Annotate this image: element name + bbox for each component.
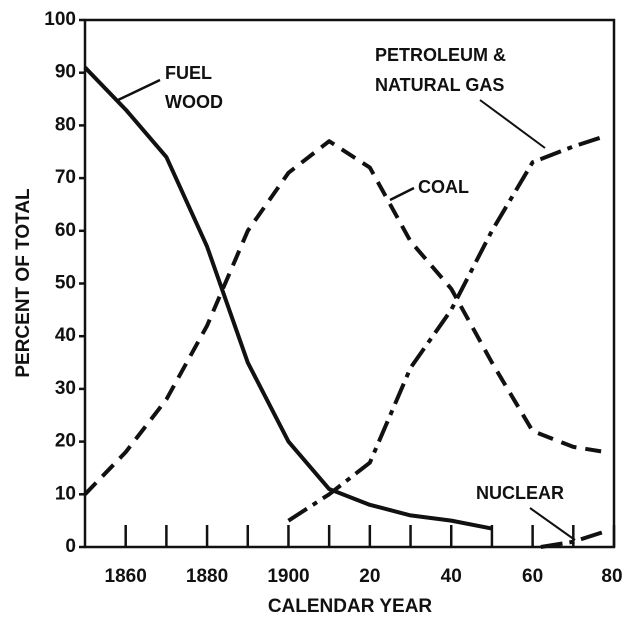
x-axis-label: CALENDAR YEAR: [268, 596, 433, 617]
x-tick-label: 40: [441, 566, 462, 587]
y-tick-label: 10: [55, 483, 76, 504]
arrow: [479, 99, 546, 149]
x-tick-label: 1880: [186, 566, 228, 587]
y-tick-label: 80: [55, 114, 76, 135]
x-tick-label: 1860: [105, 566, 147, 587]
annotation: NUCLEAR: [476, 483, 564, 503]
series-line: [83, 66, 493, 531]
arrow: [389, 186, 415, 202]
annotation: WOOD: [165, 92, 223, 112]
arrow: [529, 507, 576, 541]
series-line: [287, 134, 607, 523]
x-tick-label: 20: [359, 566, 380, 587]
x-tick-label: 1900: [267, 566, 309, 587]
y-tick-label: 50: [55, 273, 76, 294]
y-tick-label: 70: [55, 167, 76, 188]
y-tick-label: 20: [55, 431, 76, 452]
annotation: FUEL: [165, 63, 212, 83]
y-tick-label: 60: [55, 220, 76, 241]
x-tick-label: 80: [601, 566, 622, 587]
series-line: [83, 139, 607, 496]
arrow: [117, 78, 161, 102]
y-tick-label: 100: [44, 9, 76, 30]
y-tick-label: 40: [55, 325, 76, 346]
annotation: NATURAL GAS: [375, 75, 504, 95]
annotation: COAL: [418, 177, 469, 197]
y-tick-label: 90: [55, 62, 76, 83]
annotation: PETROLEUM &: [375, 45, 506, 65]
y-tick-label: 0: [65, 536, 76, 557]
x-tick-label: 60: [522, 566, 543, 587]
y-tick-label: 30: [55, 378, 76, 399]
y-axis-label: PERCENT OF TOTAL: [13, 188, 34, 378]
series-line: [540, 529, 607, 549]
